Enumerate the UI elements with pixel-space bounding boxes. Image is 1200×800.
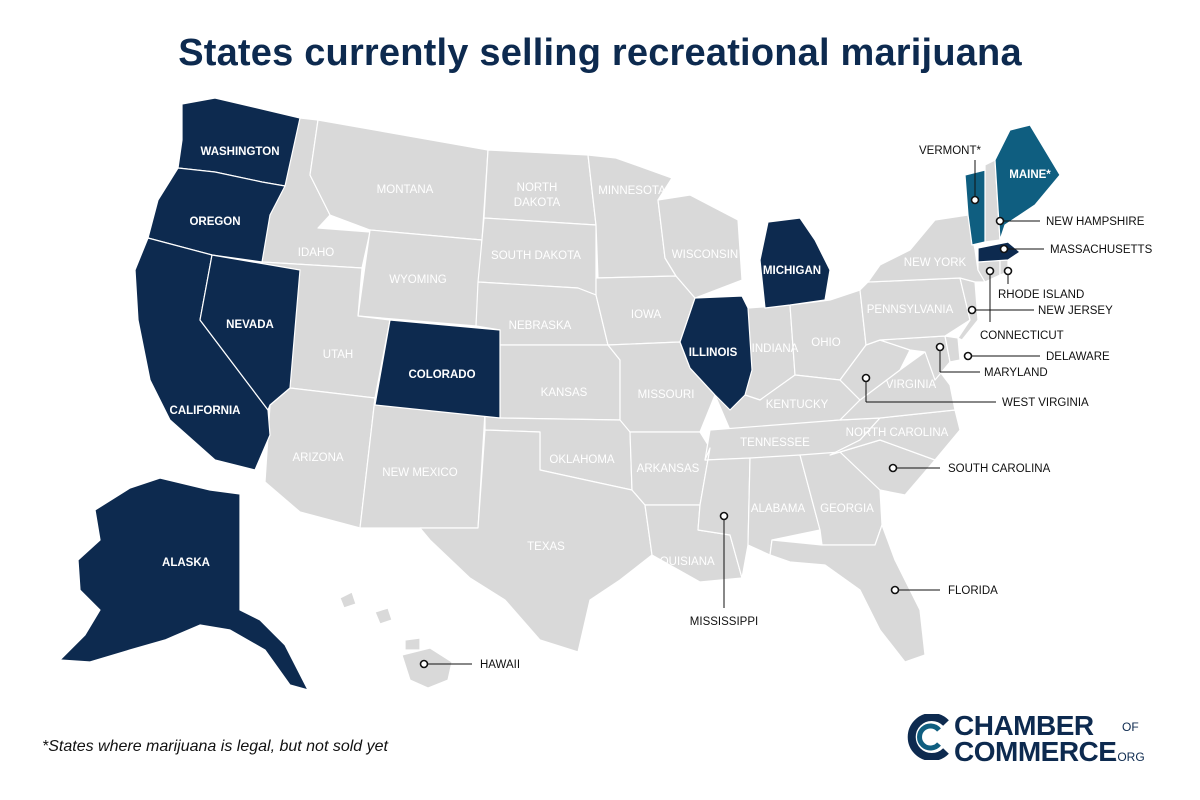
state-texas — [419, 429, 653, 653]
label-idaho: IDAHO — [298, 247, 334, 259]
marker-massachusetts — [999, 244, 1009, 254]
label-rhode-island: RHODE ISLAND — [998, 289, 1084, 301]
label-florida: FLORIDA — [948, 585, 998, 597]
label-new-jersey: NEW JERSEY — [1038, 305, 1113, 317]
chamber-of-commerce-logo: CHAMBER OF COMMERCE .ORG — [906, 710, 1166, 770]
label-washington: WASHINGTON — [200, 146, 279, 158]
label-hawaii: HAWAII — [480, 659, 520, 671]
marker-maryland — [935, 342, 945, 352]
label-north-carolina: NORTH CAROLINA — [846, 427, 949, 439]
state-hawaii-4 — [401, 647, 453, 689]
label-ohio: OHIO — [811, 337, 840, 349]
logo-line2: COMMERCE — [954, 736, 1117, 767]
state-florida — [769, 524, 926, 663]
label-missouri: MISSOURI — [638, 389, 695, 401]
marker-delaware — [963, 351, 973, 361]
label-nevada: NEVADA — [226, 319, 274, 331]
label-kentucky: KENTUCKY — [766, 399, 829, 411]
logo-of: OF — [1122, 720, 1139, 734]
label-wyoming: WYOMING — [389, 274, 447, 286]
map-title: States currently selling recreational ma… — [178, 32, 1022, 74]
label-alabama: ALABAMA — [751, 503, 806, 515]
state-montana — [309, 119, 489, 241]
state-north-carolina — [829, 409, 961, 461]
label-south-dakota: SOUTH DAKOTA — [491, 250, 581, 262]
logo-org: .ORG — [1114, 750, 1145, 764]
label-new-york: NEW YORK — [904, 257, 967, 269]
label-new-mexico: NEW MEXICO — [382, 467, 457, 479]
label-west-virginia: WEST VIRGINIA — [1002, 397, 1089, 409]
state-wisconsin — [657, 194, 743, 299]
label-montana: MONTANA — [377, 184, 434, 196]
state-hawaii-1 — [339, 591, 357, 609]
label-delaware: DELAWARE — [1046, 351, 1110, 363]
marker-west-virginia — [861, 373, 871, 383]
label-connecticut: CONNECTICUT — [980, 330, 1064, 342]
label-iowa: IOWA — [631, 309, 662, 321]
label-north-dakota-2: DAKOTA — [514, 197, 561, 209]
label-maryland: MARYLAND — [984, 367, 1048, 379]
label-kansas: KANSAS — [541, 387, 588, 399]
label-oklahoma: OKLAHOMA — [549, 454, 615, 466]
state-colorado — [374, 319, 501, 419]
label-colorado: COLORADO — [408, 369, 475, 381]
label-oregon: OREGON — [189, 216, 240, 228]
logo-line1: CHAMBER — [954, 710, 1094, 741]
label-illinois: ILLINOIS — [689, 347, 738, 359]
state-new-york — [867, 214, 986, 283]
state-kansas — [499, 344, 621, 421]
marker-rhode-island — [1003, 266, 1013, 276]
state-nevada — [199, 254, 301, 411]
marker-vermont — [970, 195, 980, 205]
label-california: CALIFORNIA — [170, 405, 241, 417]
label-georgia: GEORGIA — [820, 503, 874, 515]
state-delaware — [944, 335, 961, 363]
label-new-hampshire: NEW HAMPSHIRE — [1046, 216, 1145, 228]
state-michigan — [759, 217, 831, 309]
label-north-dakota-1: NORTH — [517, 182, 558, 194]
state-oregon — [147, 167, 286, 263]
label-arizona: ARIZONA — [292, 452, 343, 464]
state-hawaii-3 — [404, 637, 421, 651]
marker-mississippi — [719, 511, 729, 521]
label-virginia: VIRGINIA — [886, 379, 937, 391]
state-vermont — [964, 169, 986, 246]
label-south-carolina: SOUTH CAROLINA — [948, 463, 1051, 475]
state-maine — [994, 124, 1061, 241]
state-alaska — [59, 477, 309, 691]
state-new-mexico — [359, 397, 486, 529]
marker-south-carolina — [888, 463, 898, 473]
label-utah: UTAH — [323, 349, 353, 361]
label-maine: MAINE* — [1009, 169, 1051, 181]
label-pennsylvania: PENNSYLVANIA — [867, 304, 954, 316]
label-vermont: VERMONT* — [919, 145, 982, 157]
label-louisiana: LOUISIANA — [653, 556, 715, 568]
state-massachusetts — [977, 241, 1021, 263]
marker-connecticut — [985, 266, 995, 276]
label-minnesota: MINNESOTA — [598, 185, 666, 197]
state-hawaii-2 — [374, 607, 393, 625]
label-mississippi: MISSISSIPPI — [690, 616, 758, 628]
label-alaska: ALASKA — [162, 557, 210, 569]
label-michigan: MICHIGAN — [763, 265, 821, 277]
label-tennessee: TENNESSEE — [740, 437, 810, 449]
label-indiana: INDIANA — [752, 343, 799, 355]
marker-florida — [890, 585, 900, 595]
label-arkansas: ARKANSAS — [637, 463, 700, 475]
footnote: *States where marijuana is legal, but no… — [42, 738, 388, 755]
marker-new-jersey — [967, 305, 977, 315]
marker-hawaii — [419, 659, 429, 669]
chamber-c-logo-icon — [907, 714, 949, 760]
label-texas: TEXAS — [527, 541, 565, 553]
label-wisconsin: WISCONSIN — [672, 249, 738, 261]
label-massachusetts: MASSACHUSETTS — [1050, 244, 1153, 256]
state-illinois — [679, 295, 753, 411]
label-nebraska: NEBRASKA — [509, 320, 572, 332]
marker-new-hampshire — [995, 216, 1005, 226]
